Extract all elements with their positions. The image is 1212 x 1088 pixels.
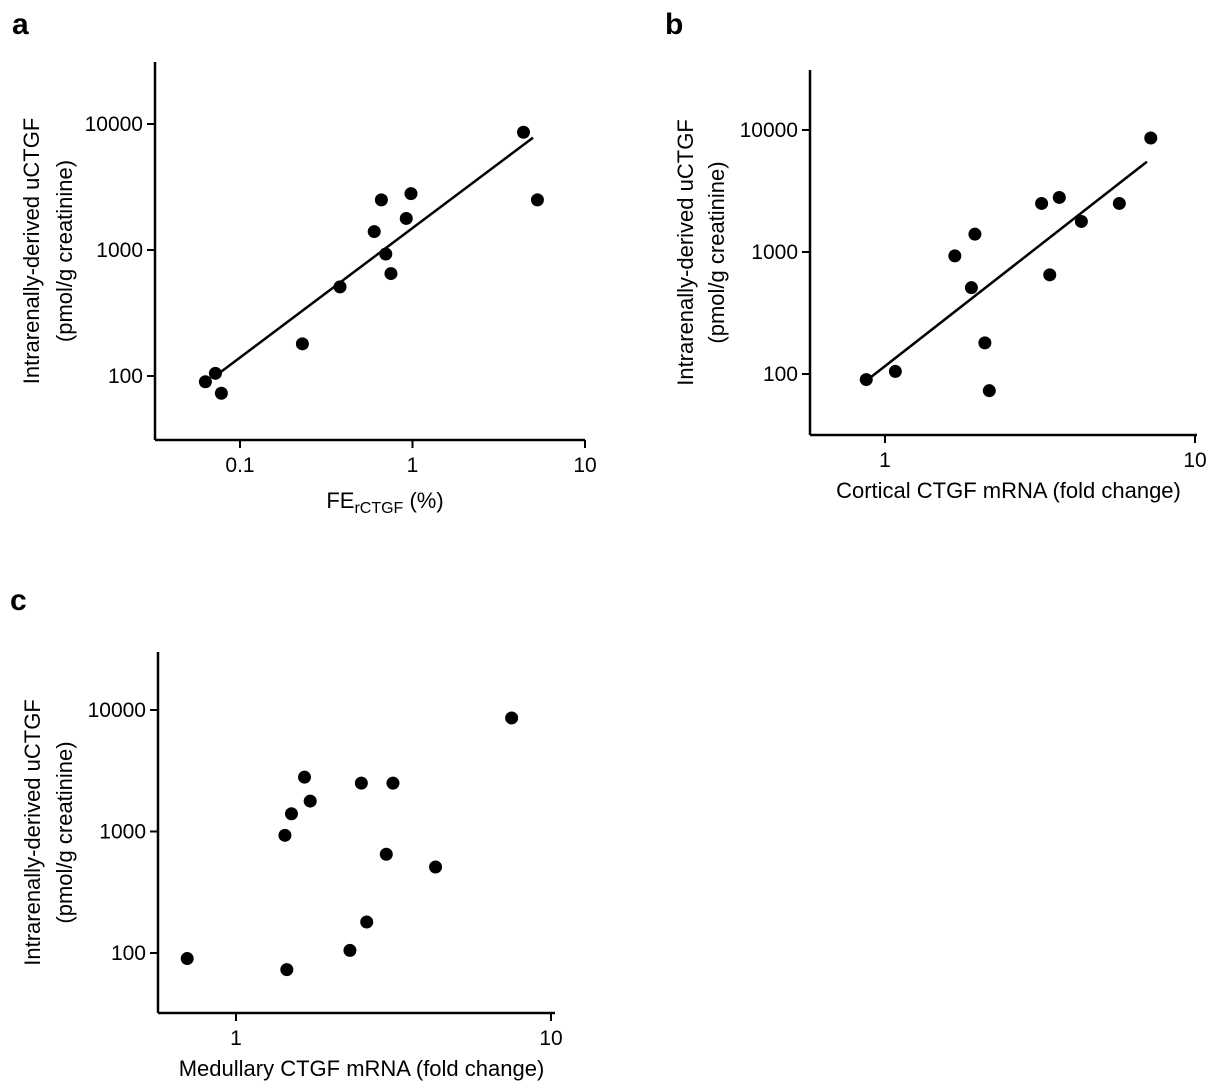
data-point [295, 337, 309, 351]
x-axis-label-suffix: (%) [403, 488, 443, 513]
x-axis-label-subscript: rCTGF [354, 500, 403, 517]
y-axis-label: Intrarenally-derived uCTGF [19, 118, 44, 385]
panel-a-chart: a 100 1000 10000 0.1 1 10 Intrarenally-derived … [12, 8, 597, 517]
data-point [982, 384, 996, 398]
data-point [1074, 214, 1088, 228]
data-point [404, 187, 418, 201]
y-tick-label: 100 [763, 363, 798, 386]
data-point [214, 386, 228, 400]
x-tick-label: 10 [539, 1027, 562, 1050]
data-point [399, 211, 413, 225]
data-point [1112, 196, 1126, 210]
data-point [964, 281, 978, 295]
y-tick-label: 10000 [88, 699, 146, 722]
data-point [379, 247, 393, 261]
x-tick-label: 1 [407, 454, 419, 477]
data-point [343, 943, 357, 957]
y-axis-label-units: (pmol/g creatinine) [52, 741, 77, 923]
y-tick-label: 10000 [85, 113, 143, 136]
x-axis-label: Medullary CTGF mRNA (fold change) [179, 1056, 545, 1081]
panel-c-chart: c 100 1000 10000 1 10 Intrarenally-derived uCT… [10, 584, 563, 1081]
regression-line [865, 160, 1148, 382]
panel-letter: b [665, 8, 683, 41]
x-axis-label: FErCTGF (%) [326, 488, 443, 517]
panel-letter: a [12, 8, 29, 41]
y-axis-label-units: (pmol/g creatinine) [704, 161, 729, 343]
x-tick-label: 1 [230, 1027, 242, 1050]
data-point [303, 794, 317, 808]
panel-b-chart: b 100 1000 10000 1 10 Intrarenally-derived uCT… [665, 8, 1207, 503]
x-axis-label-main: FE [326, 488, 354, 513]
data-point [284, 807, 298, 821]
y-axis-label-units: (pmol/g creatinine) [52, 160, 77, 342]
data-point [530, 193, 544, 207]
data-point [516, 125, 530, 139]
data-point [1144, 131, 1158, 145]
data-point [978, 336, 992, 350]
data-point [888, 364, 902, 378]
data-point [278, 828, 292, 842]
data-point [298, 770, 312, 784]
data-point [1052, 190, 1066, 204]
data-point [968, 227, 982, 241]
data-point [386, 776, 400, 790]
data-point [198, 375, 212, 389]
panel-letter: c [10, 584, 27, 617]
data-point [1043, 268, 1057, 282]
y-tick-label: 100 [111, 942, 146, 965]
x-tick-label: 10 [1183, 449, 1206, 472]
data-point [180, 952, 194, 966]
x-axis-label: Cortical CTGF mRNA (fold change) [836, 478, 1181, 503]
data-point [379, 847, 393, 861]
data-point [429, 860, 443, 874]
data-point [333, 280, 347, 294]
data-point [208, 366, 222, 380]
y-tick-label: 1000 [99, 821, 146, 844]
y-tick-label: 100 [108, 365, 143, 388]
data-point [384, 267, 398, 281]
data-point [374, 193, 388, 207]
y-tick-label: 1000 [751, 241, 798, 264]
data-point [1035, 196, 1049, 210]
regression-line [214, 136, 534, 377]
data-point [354, 776, 368, 790]
data-point [859, 373, 873, 387]
data-point [367, 225, 381, 239]
x-tick-label: 1 [879, 449, 891, 472]
x-tick-label: 10 [573, 454, 596, 477]
data-point [948, 249, 962, 263]
data-point [505, 711, 519, 725]
y-axis-label: Intrarenally-derived uCTGF [673, 119, 698, 386]
y-axis-label: Intrarenally-derived uCTGF [20, 699, 45, 966]
y-tick-label: 10000 [740, 119, 798, 142]
x-tick-label: 0.1 [225, 454, 254, 477]
data-point [360, 915, 374, 929]
data-point [280, 963, 294, 977]
y-tick-label: 1000 [96, 239, 143, 262]
